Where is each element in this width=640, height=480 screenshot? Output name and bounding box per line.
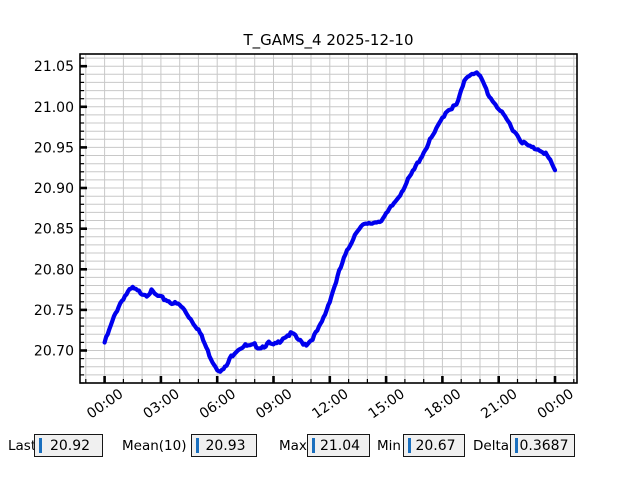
stat-label-delta: Delta [473,438,510,454]
stat-label-max: Max [279,438,307,454]
y-tick-label: 20.80 [34,262,74,278]
x-tick-label: 06:00 [197,386,239,422]
text-cursor [515,438,518,453]
plot-frame [79,53,578,384]
x-tick-label: 03:00 [140,386,182,422]
stat-value-max: 21.04 [319,437,361,454]
line-chart-plot: 20.70 20.75 20.80 20.85 20.90 20.95 21.00 21.05… [34,53,578,422]
stats-bar: Last 20.92 Mean(10) 20.93 Max 21.04 Min … [0,434,640,458]
x-tick-label: 18:00 [422,386,464,422]
y-tick-label: 20.85 [34,222,74,238]
stat-value-last: 20.92 [49,437,91,454]
stat-value-min: 20.67 [415,437,456,454]
text-cursor [196,438,199,453]
text-cursor [39,438,42,453]
x-tick-label: 00:00 [535,386,577,422]
y-tick-label: 20.70 [34,344,74,360]
text-cursor [408,438,411,453]
y-tick-label: 20.75 [34,303,74,319]
stat-value-box-mean[interactable]: 20.93 [191,434,257,457]
y-tick-label: 20.95 [34,140,74,156]
stat-label-mean: Mean(10) [122,438,187,454]
text-cursor [312,438,315,453]
stat-value-box-min[interactable]: 20.67 [403,434,465,457]
y-tick-label: 21.00 [34,100,74,116]
x-tick-label: 15:00 [366,386,408,422]
data-series-line [102,70,558,374]
stat-value-box-last[interactable]: 20.92 [34,434,103,457]
stat-label-min: Min [377,438,401,454]
y-tick-label: 20.90 [34,181,74,197]
y-tick-label: 21.05 [34,59,74,75]
stat-label-last: Last [8,438,37,454]
x-tick-label: 21:00 [478,386,520,422]
x-tick-label: 00:00 [84,386,126,422]
stat-value-mean: 20.93 [205,437,246,454]
chart-title: T_GAMS_4 2025-12-10 [243,31,414,49]
x-tick-label: 09:00 [253,386,295,422]
stat-value-delta: 0.3687 [519,437,569,454]
stat-value-box-delta[interactable]: 0.3687 [510,434,575,457]
stat-value-box-max[interactable]: 21.04 [307,434,370,457]
x-tick-label: 12:00 [309,386,351,422]
